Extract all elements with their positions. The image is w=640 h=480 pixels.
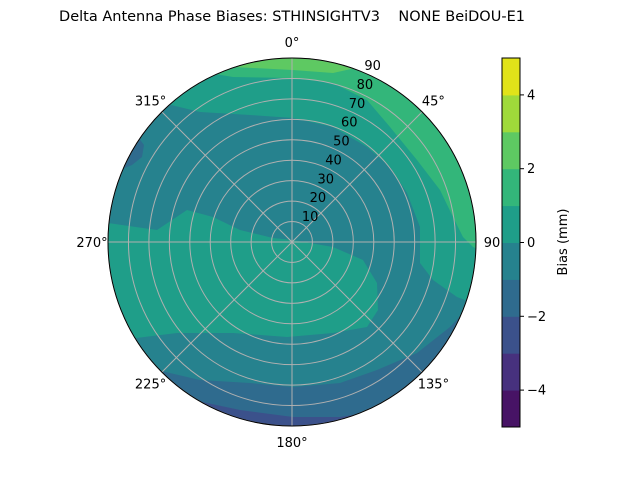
- theta-tick-label: 225°: [135, 377, 166, 392]
- theta-tick-label: 90: [484, 236, 501, 251]
- radial-tick-label: 70: [349, 97, 366, 112]
- radial-tick-label: 20: [310, 191, 327, 206]
- radial-tick-label: 40: [325, 153, 342, 168]
- colorbar-segment: [502, 316, 520, 354]
- colorbar-tick-label: 4: [527, 88, 535, 103]
- colorbar-segment: [502, 168, 520, 207]
- grid-spoke-225: [161, 241, 293, 373]
- colorbar-tick-label: −4: [527, 384, 546, 399]
- colorbar-segment: [502, 205, 520, 243]
- colorbar-segment: [502, 390, 520, 428]
- theta-tick-label: 135°: [418, 377, 449, 392]
- colorbar-tick-label: 2: [527, 162, 535, 177]
- polar-frame: [107, 57, 477, 427]
- colorbar-segment: [502, 242, 520, 280]
- grid-spoke-135: [291, 241, 423, 373]
- theta-tick-label: 180°: [276, 436, 307, 451]
- theta-tick-label: 315°: [135, 95, 166, 110]
- colorbar-tick-label: −2: [527, 310, 546, 325]
- grid-spoke-315: [161, 111, 293, 243]
- radial-tick-label: 30: [317, 172, 334, 187]
- theta-tick-label: 0°: [285, 36, 300, 51]
- colorbar-tick-label: 0: [527, 236, 535, 251]
- radial-tick-label: 50: [333, 135, 350, 150]
- contour-region-north-edge: [200, 58, 360, 73]
- radial-tick-label: 10: [302, 210, 319, 225]
- radial-tick-label: 90: [364, 59, 381, 74]
- colorbar-segment: [502, 94, 520, 133]
- radial-tick-label: 80: [357, 78, 374, 93]
- grid-spoke-45: [291, 111, 423, 243]
- colorbar-label: Bias (mm): [556, 209, 571, 276]
- colorbar-segment: [502, 279, 520, 317]
- colorbar-segment: [502, 58, 520, 96]
- chart-title: Delta Antenna Phase Biases: STHINSIGHTV3…: [59, 9, 525, 25]
- colorbar-segment: [502, 131, 520, 170]
- colorbar-segment: [502, 353, 520, 391]
- theta-tick-label: 270°: [76, 236, 107, 251]
- theta-tick-label: 45°: [422, 95, 445, 110]
- radial-tick-label: 60: [341, 116, 358, 131]
